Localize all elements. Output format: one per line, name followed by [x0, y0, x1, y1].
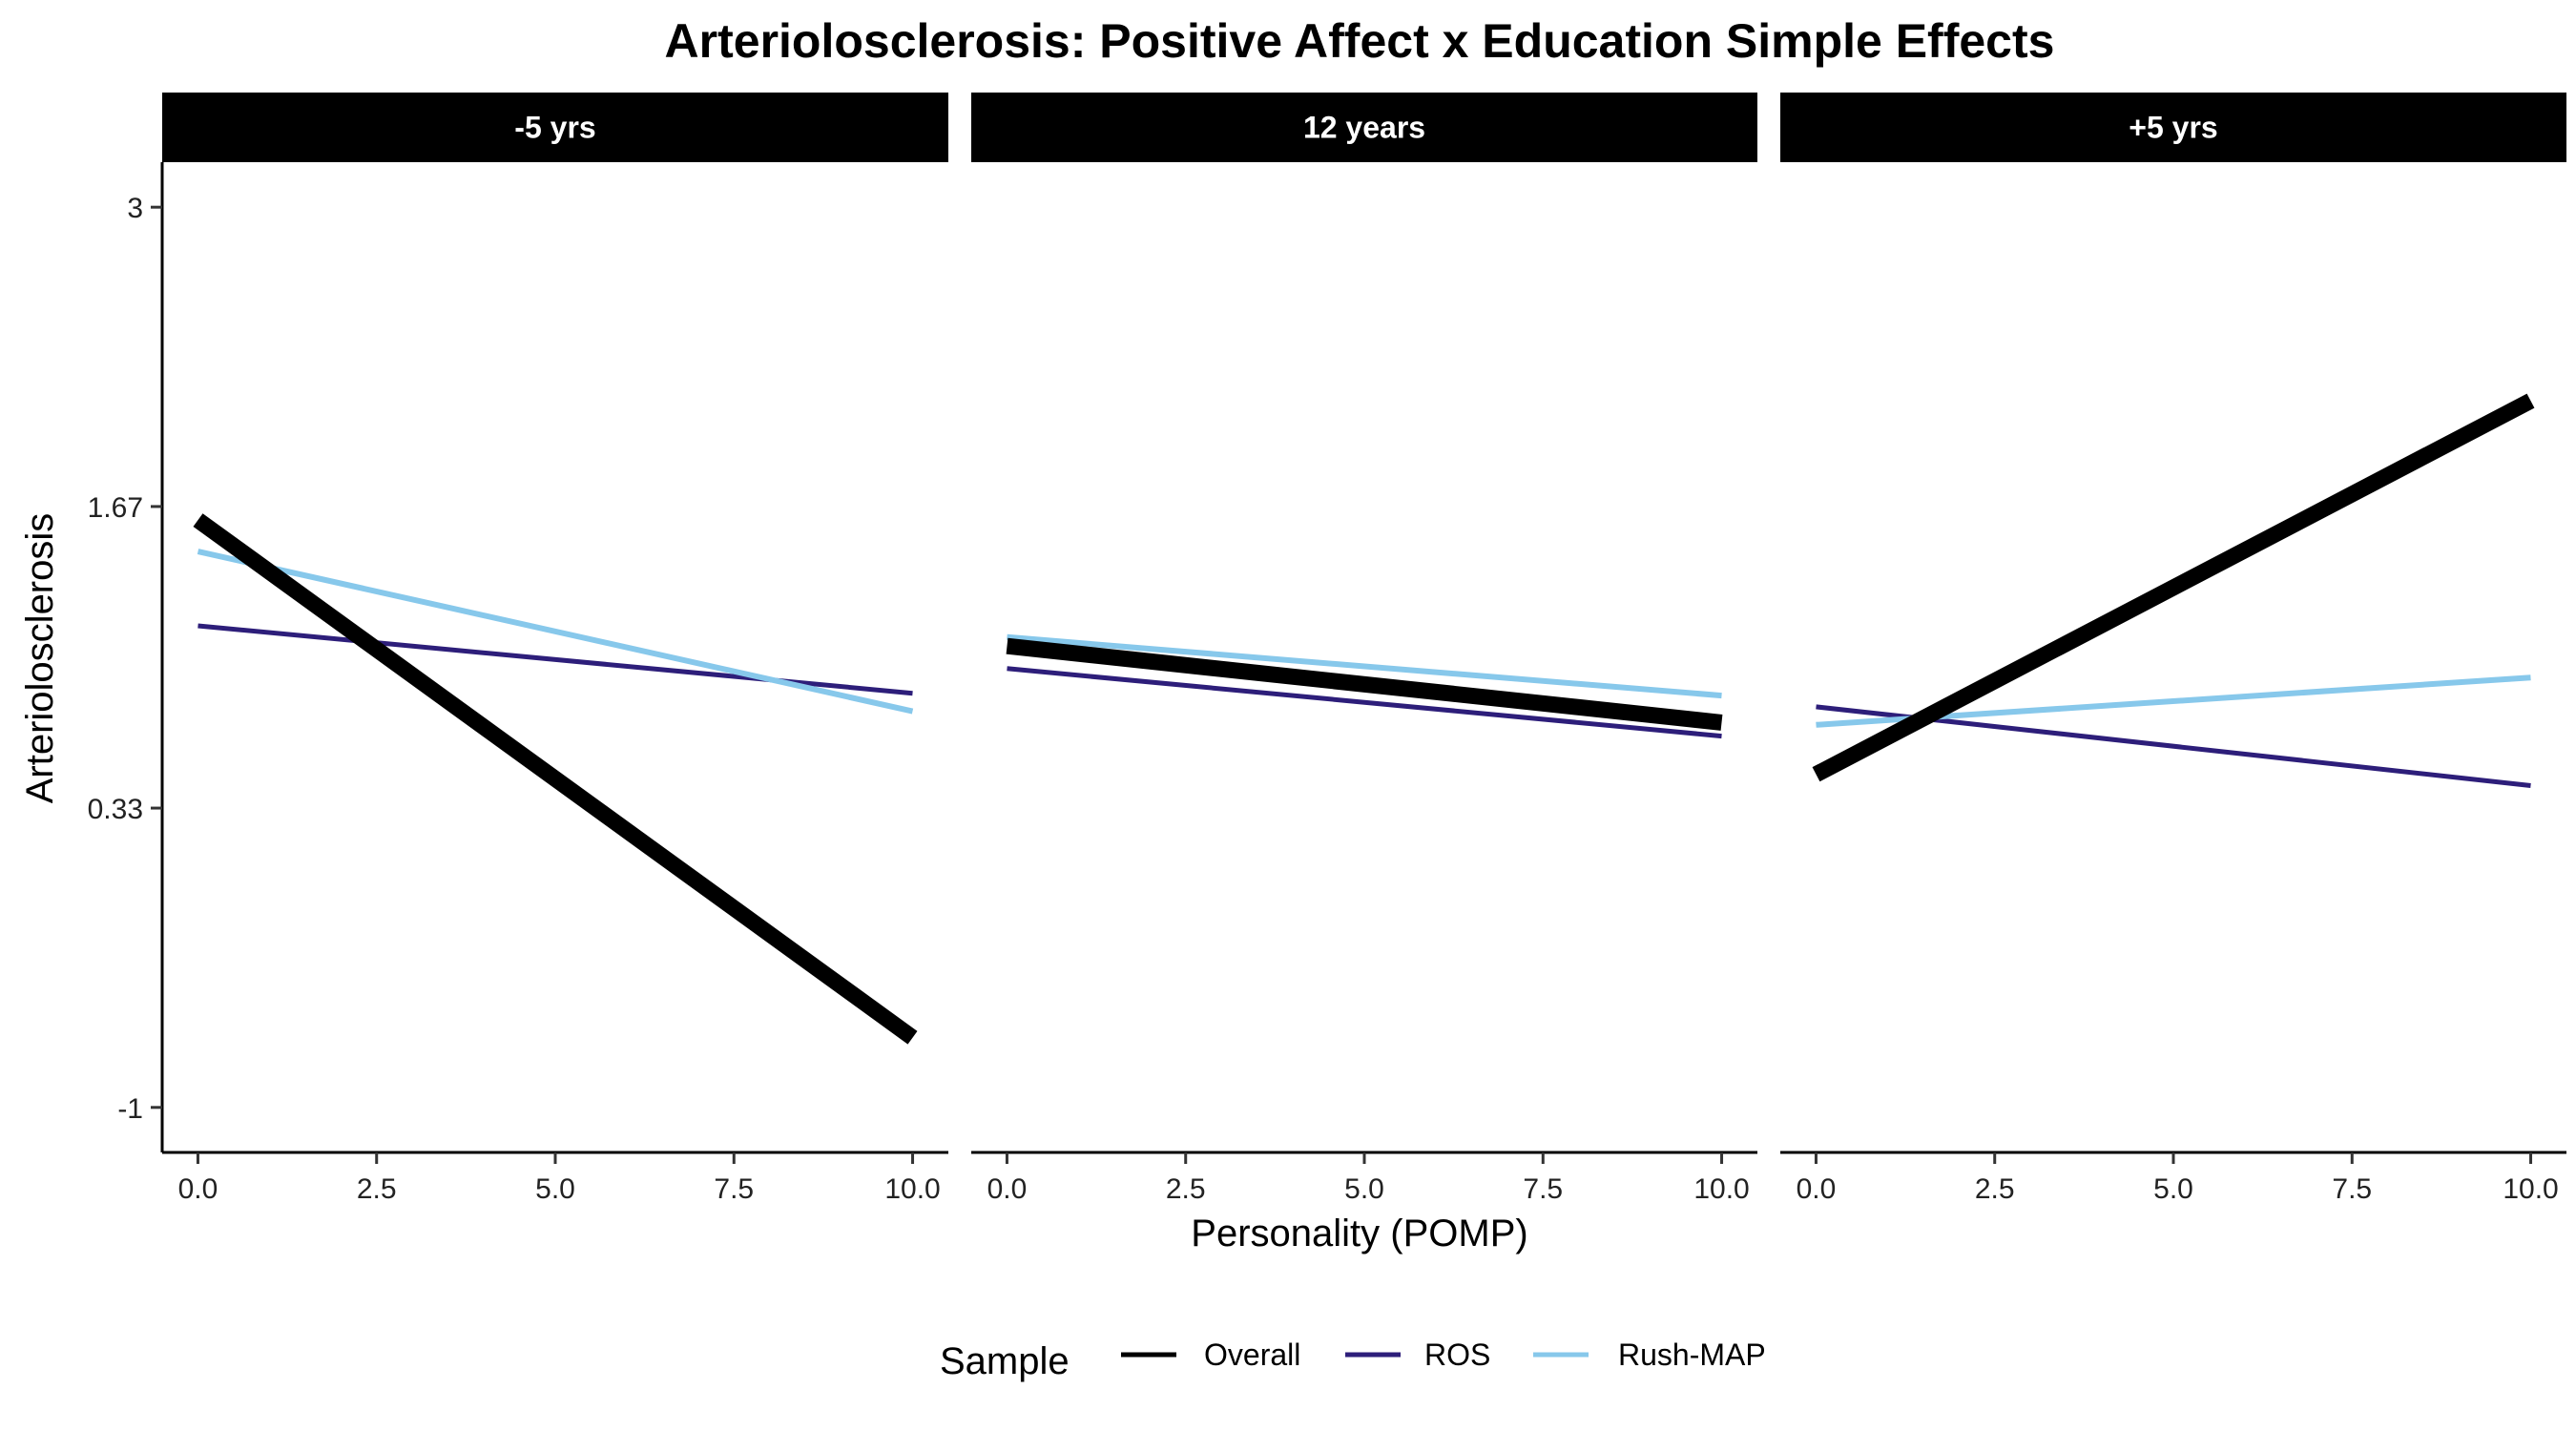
y-tick-label: 0.33	[88, 794, 143, 825]
panel-1: -5 yrs 0.0 2.5 5.0 7.5 10.0	[162, 93, 948, 1205]
legend-label: ROS	[1424, 1338, 1490, 1372]
facet-strip-label: 12 years	[1303, 111, 1425, 145]
x-axis-title: Personality (POMP)	[1191, 1213, 1527, 1255]
legend-label: Overall	[1204, 1338, 1300, 1372]
legend-label: Rush-MAP	[1618, 1338, 1766, 1372]
panel-2: 12 years 0.0 2.5 5.0 7.5 10.0	[971, 93, 1757, 1205]
facet-strip	[971, 93, 1757, 162]
x-tick-label: 0.0	[1797, 1173, 1837, 1205]
x-tick-label: 10.0	[884, 1173, 940, 1205]
chart-title: Arteriolosclerosis: Positive Affect x Ed…	[665, 14, 2055, 68]
y-ticks: -1 0.33 1.67 3	[88, 193, 162, 1125]
y-tick-label: 3	[127, 193, 143, 224]
y-axis-title: Arteriolosclerosis	[19, 513, 61, 804]
legend-entries: Overall ROS Rush-MAP	[1121, 1338, 1766, 1372]
legend-title: Sample	[940, 1340, 1070, 1382]
x-tick-label: 7.5	[1523, 1173, 1563, 1205]
x-tick-label: 7.5	[2332, 1173, 2372, 1205]
series-line-ros	[1007, 666, 1722, 739]
panels: -5 yrs 0.0 2.5 5.0 7.5 10.0 12 years 0.0 2.5 5.0 7…	[162, 93, 2566, 1205]
series-line-overall	[193, 513, 918, 1045]
x-tick-label: 2.5	[1166, 1173, 1206, 1205]
x-tick-label: 0.0	[178, 1173, 218, 1205]
facet-strip	[1780, 93, 2566, 162]
x-tick-label: 10.0	[2503, 1173, 2558, 1205]
x-tick-label: 5.0	[535, 1173, 575, 1205]
x-tick-label: 2.5	[357, 1173, 397, 1205]
series-line-overall	[1812, 393, 2535, 782]
x-tick-label: 10.0	[1693, 1173, 1749, 1205]
x-tick-label: 5.0	[1344, 1173, 1384, 1205]
panel-3: +5 yrs 0.0 2.5 5.0 7.5 10.0	[1780, 93, 2566, 1205]
series-line-rush-map	[1007, 633, 1722, 699]
facet-strip-label: -5 yrs	[514, 111, 595, 145]
y-tick-label: -1	[117, 1093, 143, 1125]
series-line-rush-map	[197, 549, 914, 715]
series-line-overall	[1006, 637, 1723, 731]
series-line-ros	[197, 623, 913, 696]
y-tick-label: 1.67	[88, 492, 143, 524]
facet-strip-label: +5 yrs	[2129, 111, 2217, 145]
facet-strip	[162, 93, 948, 162]
x-tick-label: 0.0	[987, 1173, 1028, 1205]
x-tick-label: 2.5	[1975, 1173, 2015, 1205]
legend: Sample Overall ROS Rush-MAP	[940, 1338, 1766, 1382]
x-tick-label: 7.5	[714, 1173, 754, 1205]
x-tick-label: 5.0	[2153, 1173, 2193, 1205]
